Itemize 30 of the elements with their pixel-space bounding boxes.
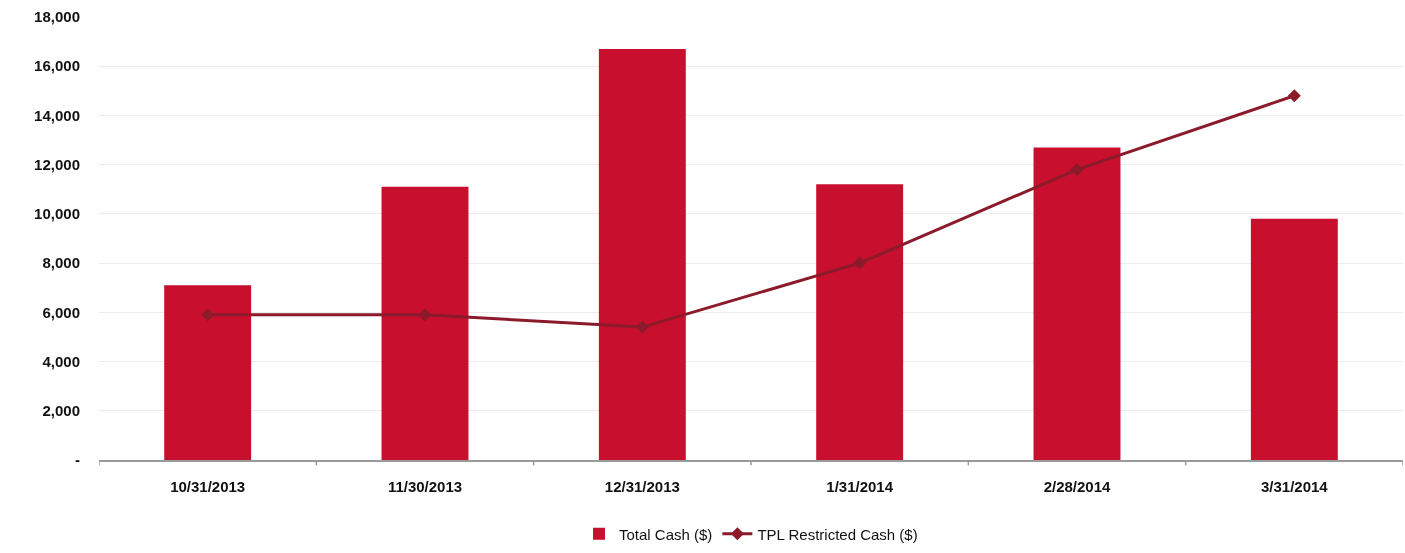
y-tick-label: 16,000: [34, 57, 80, 75]
y-tick-label: 6,000: [42, 303, 80, 321]
x-tick-label: 1/31/2014: [826, 477, 894, 495]
bar: [816, 184, 904, 460]
bar: [164, 285, 252, 460]
y-tick-label: 14,000: [34, 106, 80, 124]
bar: [598, 48, 686, 460]
bar: [1033, 147, 1121, 460]
bar: [381, 186, 469, 460]
y-tick-label: 10,000: [34, 205, 80, 223]
y-tick-label: -: [75, 451, 80, 469]
point: [418, 308, 432, 322]
legend-label: TPL Restricted Cash ($): [757, 525, 918, 543]
x-tick-label: 10/31/2013: [170, 477, 246, 495]
point: [635, 320, 649, 334]
x-tick-label: 12/31/2013: [604, 477, 680, 495]
point: [853, 256, 867, 270]
y-tick-label: 18,000: [34, 8, 80, 26]
x-tick-label: 3/31/2014: [1260, 477, 1329, 495]
legend-label: Total Cash ($): [619, 525, 713, 543]
bar: [1250, 218, 1338, 460]
y-tick-label: 12,000: [34, 155, 80, 173]
point: [1287, 89, 1301, 103]
point: [201, 308, 215, 322]
x-tick-label: 2/28/2014: [1043, 477, 1112, 495]
y-tick-label: 2,000: [42, 402, 80, 420]
y-tick-label: 8,000: [42, 254, 80, 272]
x-tick-label: 11/30/2013: [387, 477, 463, 495]
point: [1070, 163, 1084, 177]
y-tick-label: 4,000: [42, 352, 80, 370]
